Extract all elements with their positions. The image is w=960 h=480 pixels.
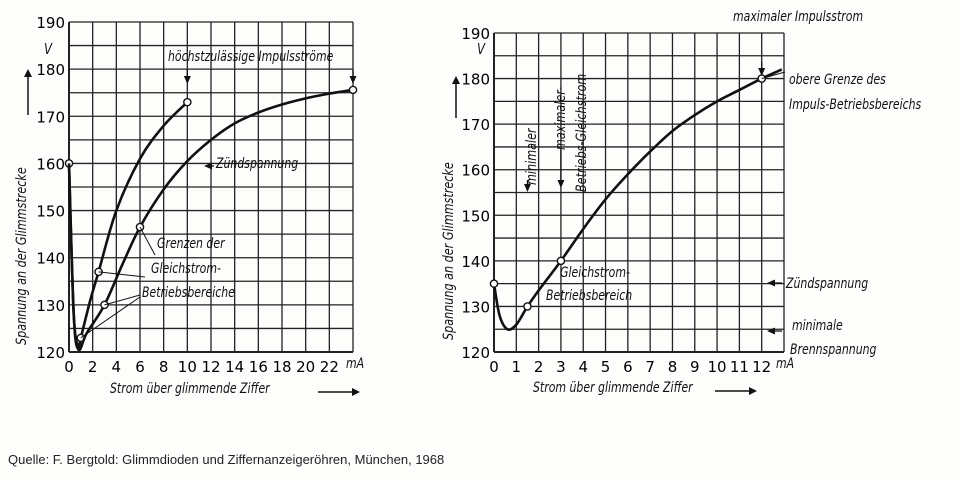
left-series-1-marker — [348, 85, 358, 95]
right-x-tick: 3 — [556, 358, 566, 376]
left-annotation-top: höchstzulässige Impulsströme — [168, 49, 334, 65]
source-caption: Quelle: F. Bergtold: Glimmdioden und Zif… — [8, 452, 445, 467]
right-x-tick: 9 — [690, 358, 700, 376]
left-x-tick: 4 — [112, 358, 122, 376]
left-series-0-marker — [183, 97, 192, 107]
right-annotation-betriebs-gleichstrom: Betriebs-Gleichstrom — [574, 73, 590, 192]
right-annotation-obere-1: obere Grenze des — [789, 72, 886, 88]
left-x-tick: 6 — [135, 358, 145, 376]
right-y-tick: 180 — [461, 71, 490, 89]
left-x-axis-arrowhead — [352, 388, 360, 396]
left-x-tick: 12 — [201, 358, 220, 376]
right-x-tick: 0 — [489, 358, 499, 376]
right-annotation-zuend: Zündspannung — [786, 276, 869, 292]
left-x-tick: 0 — [64, 358, 74, 376]
right-x-axis-arrowhead — [749, 387, 757, 395]
right-y-tick: 170 — [461, 116, 490, 134]
right-annotation-gleich-1: Gleichstrom- — [560, 265, 630, 281]
right-y-tick: 160 — [461, 162, 490, 180]
right-x-tick: 10 — [708, 358, 727, 376]
left-x-tick: 16 — [249, 358, 268, 376]
left-x-label: Strom über glimmende Ziffer — [110, 381, 270, 397]
left-x-tick: 8 — [159, 358, 169, 376]
right-x-tick: 1 — [512, 358, 522, 376]
left-x-unit: mA — [346, 356, 365, 372]
left-annotation-grenzen-2: Gleichstrom- — [151, 261, 221, 277]
right-x-tick: 8 — [668, 358, 678, 376]
left-x-tick: 14 — [225, 358, 244, 376]
left-y-tick: 130 — [36, 297, 65, 315]
right-y-axis-arrowhead — [452, 76, 460, 84]
right-y-tick: 140 — [461, 253, 490, 271]
right-y-label: Spannung an der Glimmstrecke — [441, 162, 457, 340]
right-annotation-minimale: minimale — [792, 318, 843, 334]
left-y-tick: 120 — [36, 344, 65, 362]
left-annotation-zuend: Zündspannung — [216, 156, 299, 172]
left-y-tick: 160 — [36, 155, 65, 173]
right-impuls-arrow-head — [758, 68, 766, 76]
left-impuls-arrow-24-head — [349, 76, 357, 84]
right-series-0-marker — [489, 279, 499, 288]
left-y-tick: 190 — [36, 14, 65, 32]
left-leader-2-5 — [98, 271, 146, 278]
left-y-tick: 170 — [36, 108, 65, 126]
right-zuend-arrow-head — [767, 279, 775, 287]
right-x-tick: 2 — [534, 358, 544, 376]
right-series-0-marker — [556, 256, 566, 266]
right-minimaler-arrow-head — [523, 184, 531, 192]
right-x-tick: 11 — [730, 358, 749, 376]
right-x-unit: mA — [776, 356, 795, 372]
right-annotation-top: maximaler Impulsstrom — [733, 9, 864, 25]
right-annotation-minimaler: minimaler — [524, 128, 540, 185]
right-y-tick: 190 — [461, 25, 490, 43]
right-x-label: Strom über glimmende Ziffer — [533, 380, 693, 396]
left-leader-3 — [104, 294, 141, 306]
right-annotation-gleich-2: Betriebsbereich — [546, 288, 633, 304]
left-series-0-line — [67, 101, 189, 350]
left-y-tick: 180 — [36, 61, 65, 79]
right-annotation-brenn: Brennspannung — [790, 342, 877, 358]
left-x-tick: 20 — [296, 358, 315, 376]
left-leader-1 — [80, 296, 141, 339]
left-leader-6 — [139, 226, 156, 256]
left-zuend-arrow-head — [204, 162, 212, 170]
right-obere-leader — [761, 71, 786, 80]
left-series-1-line — [67, 88, 354, 352]
right-x-tick: 12 — [752, 358, 771, 376]
right-x-tick: 5 — [601, 358, 611, 376]
left-y-tick: 140 — [36, 250, 65, 268]
right-series-0-marker — [523, 302, 532, 311]
right-y-tick: 150 — [461, 207, 490, 225]
left-series-1-marker — [135, 222, 145, 232]
right-series-0-line — [492, 68, 783, 331]
right-y-tick: 130 — [461, 298, 490, 316]
right-x-tick: 6 — [623, 358, 633, 376]
left-x-tick: 22 — [320, 358, 339, 376]
left-y-label: Spannung an der Glimmstrecke — [14, 167, 30, 345]
left-y-tick: 150 — [36, 203, 65, 221]
left-x-tick: 18 — [272, 358, 291, 376]
left-annotation-grenzen-3: Betriebsbereiche — [142, 285, 235, 301]
right-y-tick: 120 — [461, 344, 490, 362]
right-x-tick: 7 — [645, 358, 655, 376]
left-annotation-grenzen-1: Grenzen der — [157, 236, 225, 252]
right-x-tick: 4 — [578, 358, 588, 376]
left-x-tick: 2 — [88, 358, 98, 376]
right-maximaler-arrow-head — [557, 180, 565, 188]
left-y-axis-arrowhead — [24, 69, 32, 77]
right-y-unit: V — [477, 40, 486, 58]
left-impuls-arrow-10-head — [183, 76, 191, 84]
left-x-tick: 10 — [178, 358, 197, 376]
right-brenn-arrow-head — [767, 327, 775, 335]
right-annotation-obere-2: Impuls-Betriebsbereichs — [789, 97, 922, 113]
right-annotation-maximaler: maximaler- — [553, 86, 569, 150]
left-y-unit: V — [44, 40, 53, 58]
